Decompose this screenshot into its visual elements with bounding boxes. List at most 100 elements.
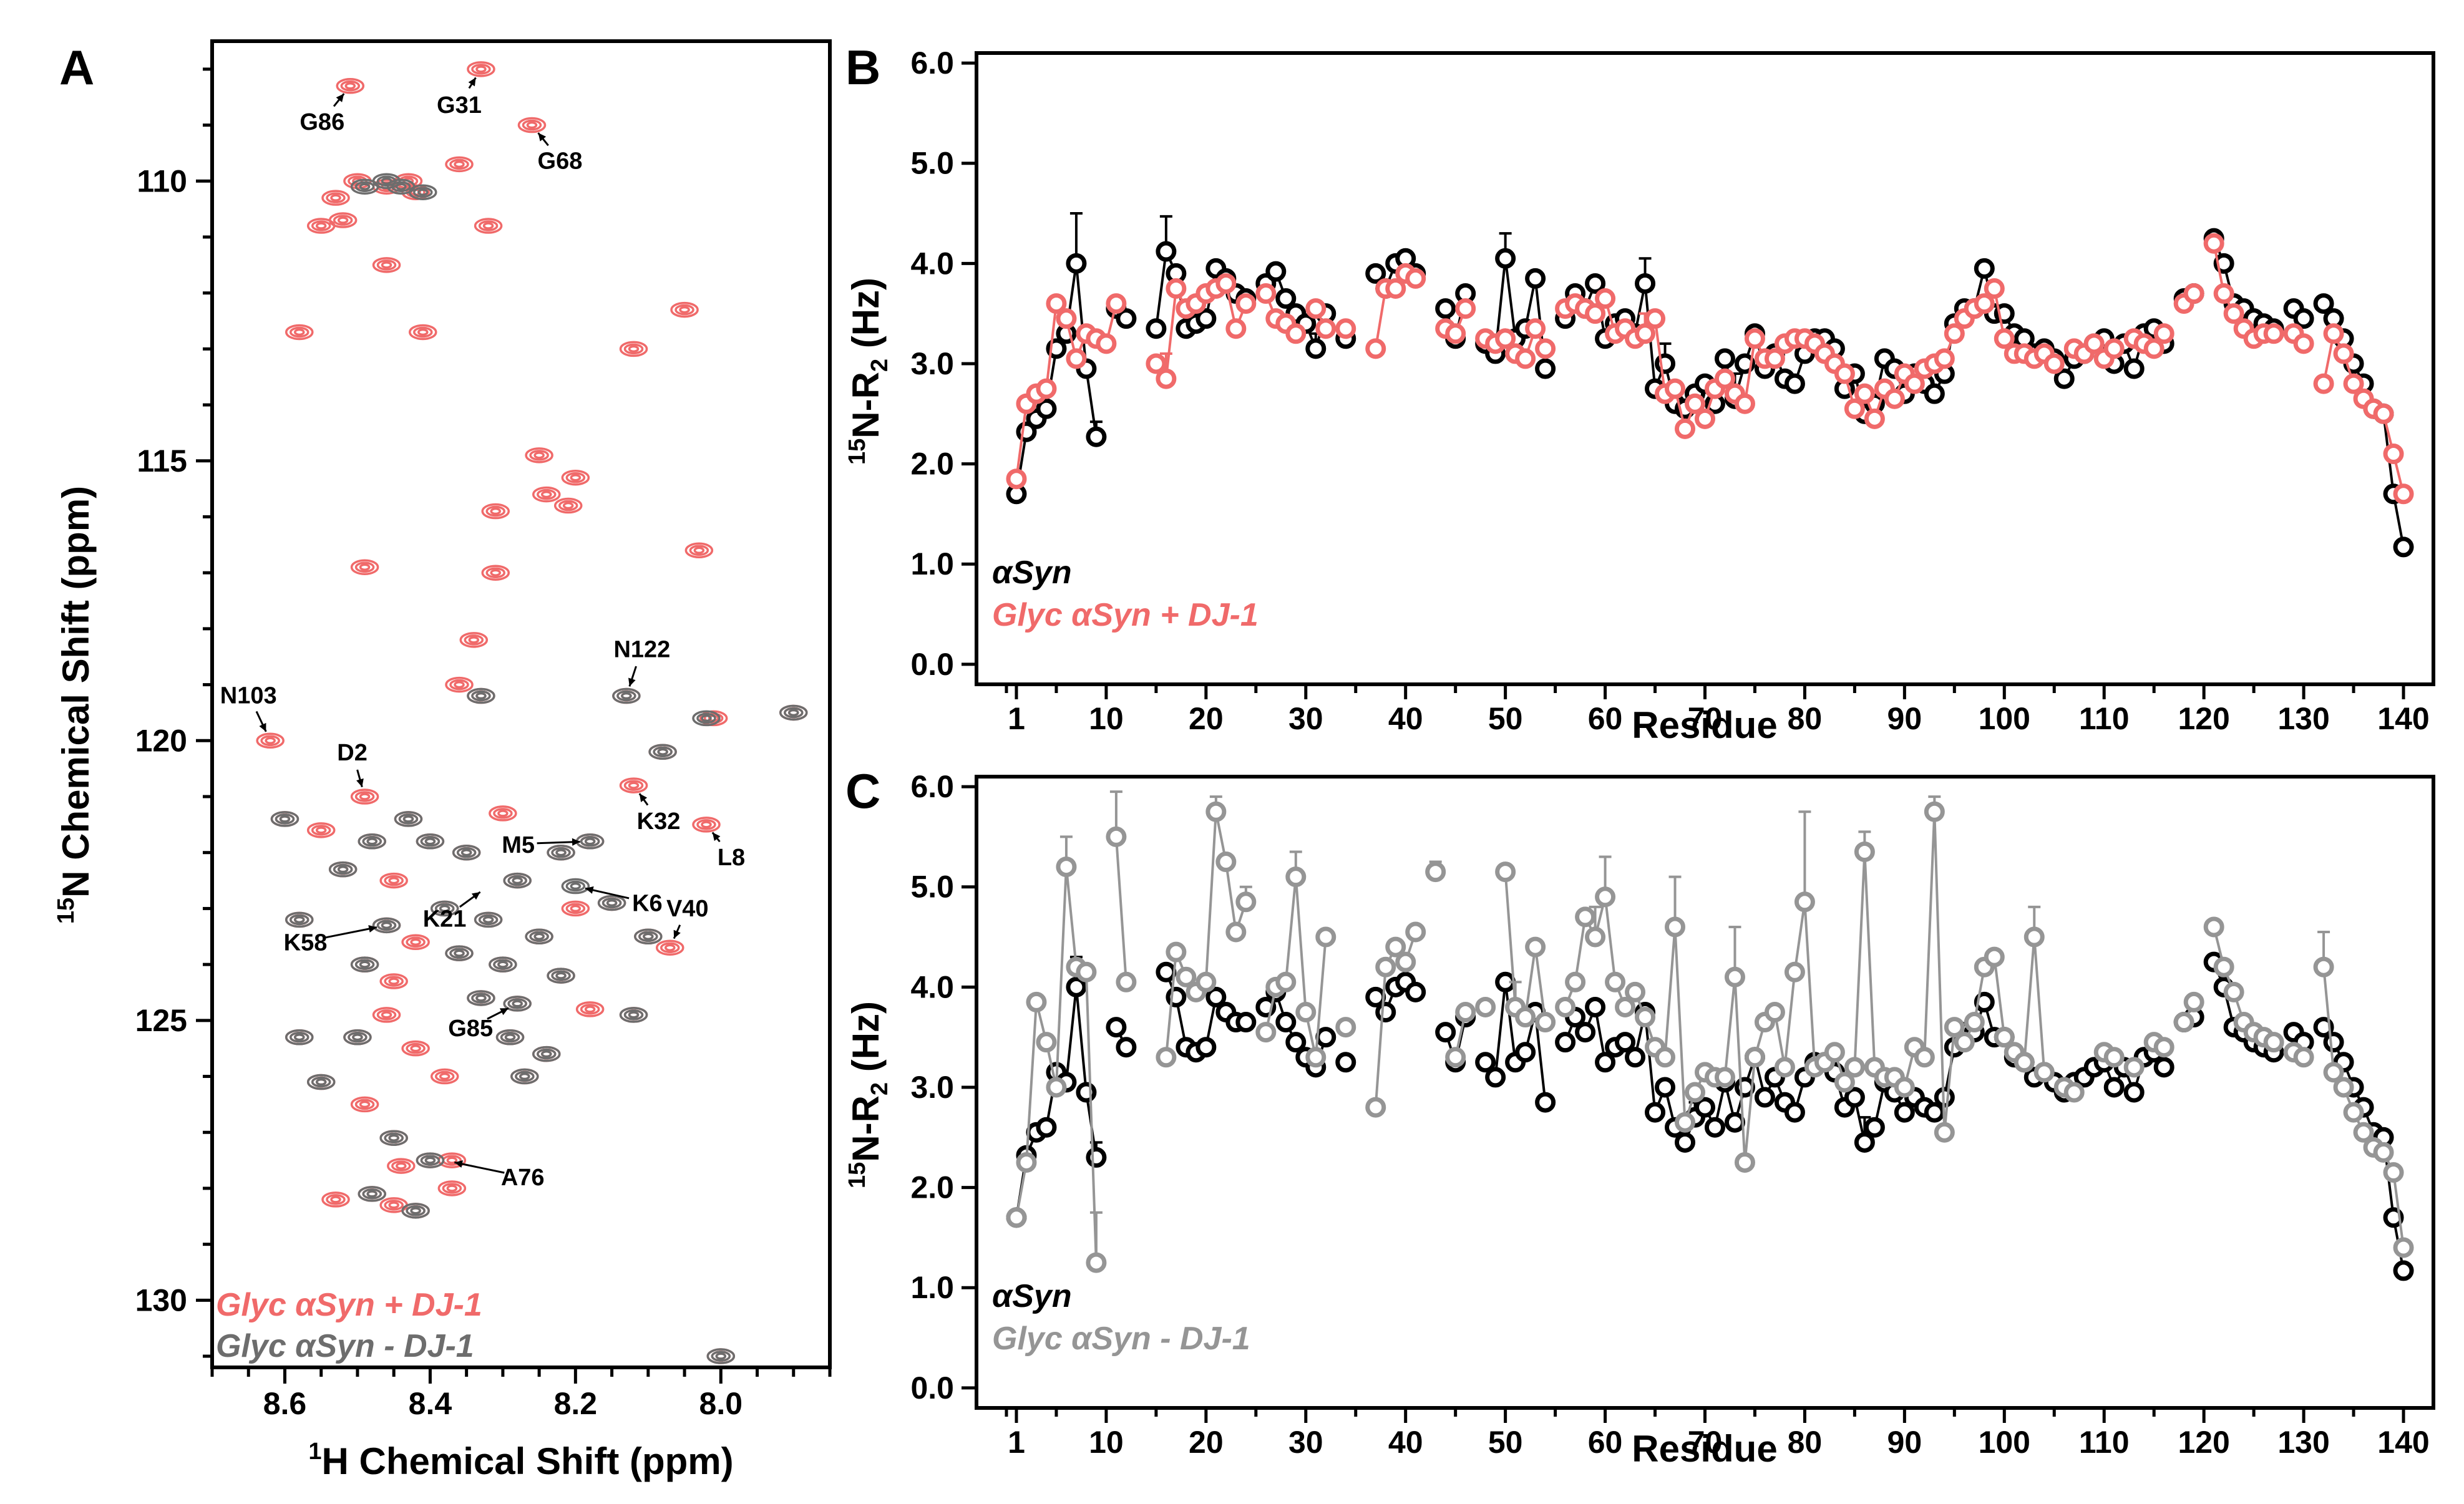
nmr-peak-glyc-plus-dj1-contour xyxy=(391,1160,411,1172)
panel-b-point-glyc-plus-dj1 xyxy=(1056,308,1077,329)
panel-c-point-glyc-minus-dj1 xyxy=(1565,971,1586,992)
nmr-peak-glyc-plus-dj1-contour xyxy=(619,341,648,357)
nmr-peak-glyc-plus-dj1-contour xyxy=(384,875,404,886)
nmr-peak-glyc-plus-dj1-contour xyxy=(439,1072,450,1080)
peak-annotation: N103 xyxy=(220,682,277,732)
nmr-peak-glyc-minus-dj1-contour xyxy=(352,1033,363,1041)
nmr-peak-glyc-minus-dj1-contour xyxy=(354,959,375,970)
nmr-peak-glyc-plus-dj1-contour xyxy=(701,821,712,828)
nmr-peak-glyc-minus-dj1 xyxy=(495,1029,525,1046)
nmr-peak-glyc-minus-dj1 xyxy=(372,917,401,934)
panel-b-point-asyn xyxy=(1924,383,1945,404)
peak-label: G31 xyxy=(437,92,482,119)
nmr-peak-glyc-plus-dj1-contour xyxy=(376,260,397,271)
nmr-peak-glyc-plus-dj1-contour xyxy=(628,782,640,789)
panel-c-point-glyc-minus-dj1 xyxy=(1555,996,1576,1017)
panel-b-point-glyc-plus-dj1 xyxy=(1834,363,1855,384)
panel-c-point-asyn xyxy=(1335,1052,1356,1073)
nmr-peak-glyc-plus-dj1-contour xyxy=(459,632,489,648)
nmr-peak-glyc-minus-dj1-contour xyxy=(525,928,553,945)
panel-b-point-glyc-plus-dj1 xyxy=(1156,368,1177,389)
nmr-peak-glyc-minus-dj1-contour xyxy=(285,1029,314,1046)
panel-b-point-asyn xyxy=(1086,426,1107,447)
panel-c-x-tick-label: 130 xyxy=(2277,1425,2329,1460)
panel-a-y-tick-label: 130 xyxy=(135,1283,187,1317)
nmr-peak-glyc-minus-dj1 xyxy=(285,911,314,928)
nmr-peak-glyc-plus-dj1-contour xyxy=(337,216,349,224)
panel-b-point-glyc-plus-dj1 xyxy=(2323,323,2344,344)
nmr-peak-glyc-minus-dj1-contour xyxy=(711,1351,731,1362)
panel-a-x-tick-label: 8.0 xyxy=(699,1386,743,1421)
panel-b-point-asyn xyxy=(1116,308,1137,329)
nmr-peak-glyc-plus-dj1-contour xyxy=(340,80,361,92)
peak-label: G86 xyxy=(299,109,344,135)
panel-b-point-asyn xyxy=(1365,263,1386,284)
nmr-peak-glyc-plus-dj1-contour xyxy=(623,780,644,791)
nmr-peak-glyc-minus-dj1 xyxy=(328,861,358,878)
panel-c-point-asyn xyxy=(1625,1047,1646,1068)
nmr-peak-glyc-plus-dj1-contour xyxy=(388,876,399,885)
panel-c-point-glyc-minus-dj1 xyxy=(1764,1001,1785,1022)
nmr-peak-glyc-minus-dj1-contour xyxy=(420,1155,441,1166)
nmr-peak-glyc-minus-dj1-contour xyxy=(366,1190,377,1198)
panel-c-point-glyc-minus-dj1 xyxy=(1006,1207,1027,1228)
nmr-peak-glyc-plus-dj1-contour xyxy=(490,569,501,576)
nmr-peak-glyc-minus-dj1-contour xyxy=(503,872,532,889)
panel-b-point-glyc-plus-dj1 xyxy=(2103,338,2125,359)
nmr-peak-glyc-plus-dj1 xyxy=(467,61,495,77)
nmr-peak-glyc-minus-dj1-contour xyxy=(512,1000,523,1007)
panel-c-point-glyc-minus-dj1 xyxy=(1954,1032,1975,1053)
panel-b-point-asyn xyxy=(2053,368,2075,389)
panel-c-point-asyn xyxy=(2323,1032,2344,1053)
nmr-peak-glyc-minus-dj1 xyxy=(489,956,517,973)
panel-b-x-tick-label: 1 xyxy=(1008,701,1025,736)
nmr-peak-glyc-plus-dj1-contour xyxy=(442,1183,462,1194)
panel-a-x-axis-title-text: H Chemical Shift (ppm) xyxy=(322,1440,734,1482)
panel-c-point-asyn xyxy=(1615,1032,1636,1053)
panel-c-point-glyc-minus-dj1 xyxy=(2014,1052,2035,1073)
panel-b-y-tick-label: 5.0 xyxy=(910,146,954,181)
nmr-peak-glyc-plus-dj1 xyxy=(306,822,336,838)
nmr-peak-glyc-plus-dj1-contour xyxy=(619,777,648,793)
nmr-peak-glyc-minus-dj1 xyxy=(547,968,575,984)
peak-label: L8 xyxy=(718,845,745,871)
nmr-peak-glyc-minus-dj1-contour xyxy=(398,813,419,825)
panel-c-series xyxy=(1006,790,2414,1281)
peak-annotation: G86 xyxy=(299,93,345,135)
panel-a-y-axis-title: 15N Chemical Shift (ppm) xyxy=(53,486,97,924)
nmr-peak-glyc-minus-dj1-contour xyxy=(417,188,429,196)
panel-c-point-glyc-minus-dj1 xyxy=(1235,891,1257,913)
nmr-peak-glyc-minus-dj1-contour xyxy=(638,931,658,943)
panel-c-point-glyc-minus-dj1 xyxy=(1934,1122,1955,1143)
nmr-peak-glyc-plus-dj1-contour xyxy=(517,117,547,133)
panel-c-point-asyn xyxy=(1195,1037,1217,1058)
panel-c-point-glyc-minus-dj1 xyxy=(1275,971,1297,992)
panel-c-point-glyc-minus-dj1 xyxy=(2293,1047,2314,1068)
peak-annotation: K6 xyxy=(585,886,663,917)
panel-b-x-tick-label: 130 xyxy=(2277,701,2329,736)
nmr-peak-glyc-minus-dj1-contour xyxy=(519,1072,530,1080)
panel-b-x-tick-label: 20 xyxy=(1189,701,1224,736)
nmr-peak-glyc-minus-dj1-contour xyxy=(416,1152,445,1168)
nmr-peak-glyc-minus-dj1 xyxy=(503,872,532,889)
nmr-peak-glyc-minus-dj1-contour xyxy=(445,945,474,961)
nmr-peak-glyc-plus-dj1-contour xyxy=(381,261,392,269)
nmr-peak-glyc-plus-dj1-contour xyxy=(665,944,676,951)
nmr-peak-glyc-plus-dj1-contour xyxy=(497,810,509,817)
panel-c-point-asyn xyxy=(1475,1052,1496,1073)
nmr-peak-glyc-plus-dj1-contour xyxy=(294,328,305,336)
nmr-peak-glyc-minus-dj1-contour xyxy=(290,914,309,926)
panel-c-point-glyc-minus-dj1 xyxy=(1784,961,1805,982)
panel-c-point-glyc-minus-dj1 xyxy=(1255,1022,1277,1043)
panel-b-point-glyc-plus-dj1 xyxy=(1675,418,1696,439)
panel-b-point-glyc-plus-dj1 xyxy=(1854,383,1875,404)
panel-c-point-glyc-minus-dj1 xyxy=(1675,1112,1696,1133)
panel-b-point-glyc-plus-dj1 xyxy=(1635,323,1656,344)
nmr-peak-glyc-minus-dj1-contour xyxy=(495,1029,525,1046)
nmr-peak-glyc-plus-dj1 xyxy=(372,257,401,273)
panel-c-point-glyc-minus-dj1 xyxy=(2313,956,2334,978)
nmr-peak-glyc-minus-dj1 xyxy=(409,184,437,200)
panel-c-point-glyc-minus-dj1 xyxy=(1655,1047,1676,1068)
nmr-peak-glyc-plus-dj1-contour xyxy=(401,1040,430,1057)
